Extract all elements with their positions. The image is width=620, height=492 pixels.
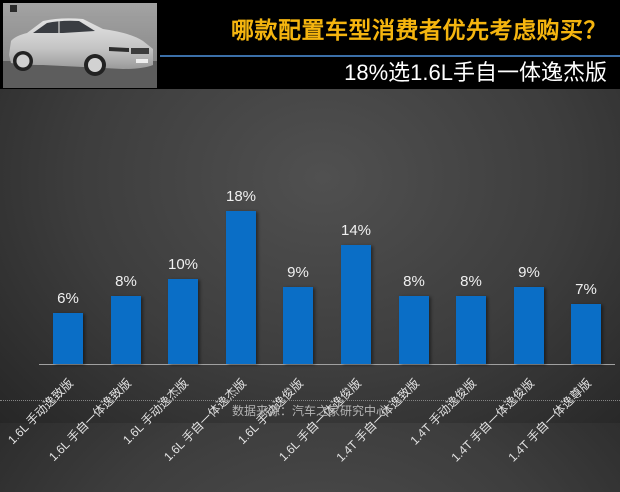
x-axis-category-label: 1.4T 手自一体逸致版 xyxy=(333,376,422,465)
bar-value-label: 9% xyxy=(518,264,540,281)
bar-value-label: 7% xyxy=(575,281,597,298)
x-axis-category-label: 1.6L 手动逸杰版 xyxy=(120,376,191,447)
bar xyxy=(341,245,371,364)
bar xyxy=(168,279,198,364)
x-axis-category-label: 1.6L 手动逸俊版 xyxy=(235,376,306,447)
bar xyxy=(399,296,429,364)
bar xyxy=(283,287,313,364)
x-axis-category-label: 1.4T 手自一体逸俊版 xyxy=(448,376,537,465)
page-title: 哪款配置车型消费者优先考虑购买？ xyxy=(231,17,607,43)
x-axis-category-label: 1.6L 手自一体逸俊版 xyxy=(276,376,364,464)
header-banner: 哪款配置车型消费者优先考虑购买？ 18%选1.6L手自一体逸杰版 xyxy=(0,0,620,89)
bar-value-label: 10% xyxy=(167,256,199,273)
bar-value-label: 6% xyxy=(57,290,79,307)
bar-value-label: 14% xyxy=(340,222,372,239)
bar xyxy=(53,313,83,364)
x-axis-category-label: 1.6L 手自一体逸致版 xyxy=(46,376,134,464)
data-source-note: 数据来源：汽车之家研究中心 xyxy=(232,404,389,418)
x-axis-category-label: 1.4T 手动逸俊版 xyxy=(407,376,479,448)
bar xyxy=(111,296,141,364)
footer-divider xyxy=(0,400,620,401)
bar-value-label: 8% xyxy=(115,273,137,290)
page-subtitle: 18%选1.6L手自一体逸杰版 xyxy=(344,60,607,85)
car-photo-icon xyxy=(3,3,157,88)
bar-value-label: 8% xyxy=(460,273,482,290)
bar-value-label: 18% xyxy=(225,188,257,205)
bar xyxy=(456,296,486,364)
x-axis-line xyxy=(39,364,615,365)
bar xyxy=(571,304,601,364)
x-axis-category-label: 1.4T 手自一体逸尊版 xyxy=(505,376,594,465)
bar xyxy=(514,287,544,364)
x-axis-category-label: 1.6L 手自一体逸杰版 xyxy=(161,376,249,464)
bar-chart: 6% 1.6L 手动逸致版 8% 1.6L 手自一体逸致版 10% 1.6L 手动逸杰版 1… xyxy=(0,89,620,465)
title-divider xyxy=(160,55,620,57)
bar-value-label: 8% xyxy=(403,273,425,290)
bar xyxy=(226,211,256,364)
bar-value-label: 9% xyxy=(287,264,309,281)
